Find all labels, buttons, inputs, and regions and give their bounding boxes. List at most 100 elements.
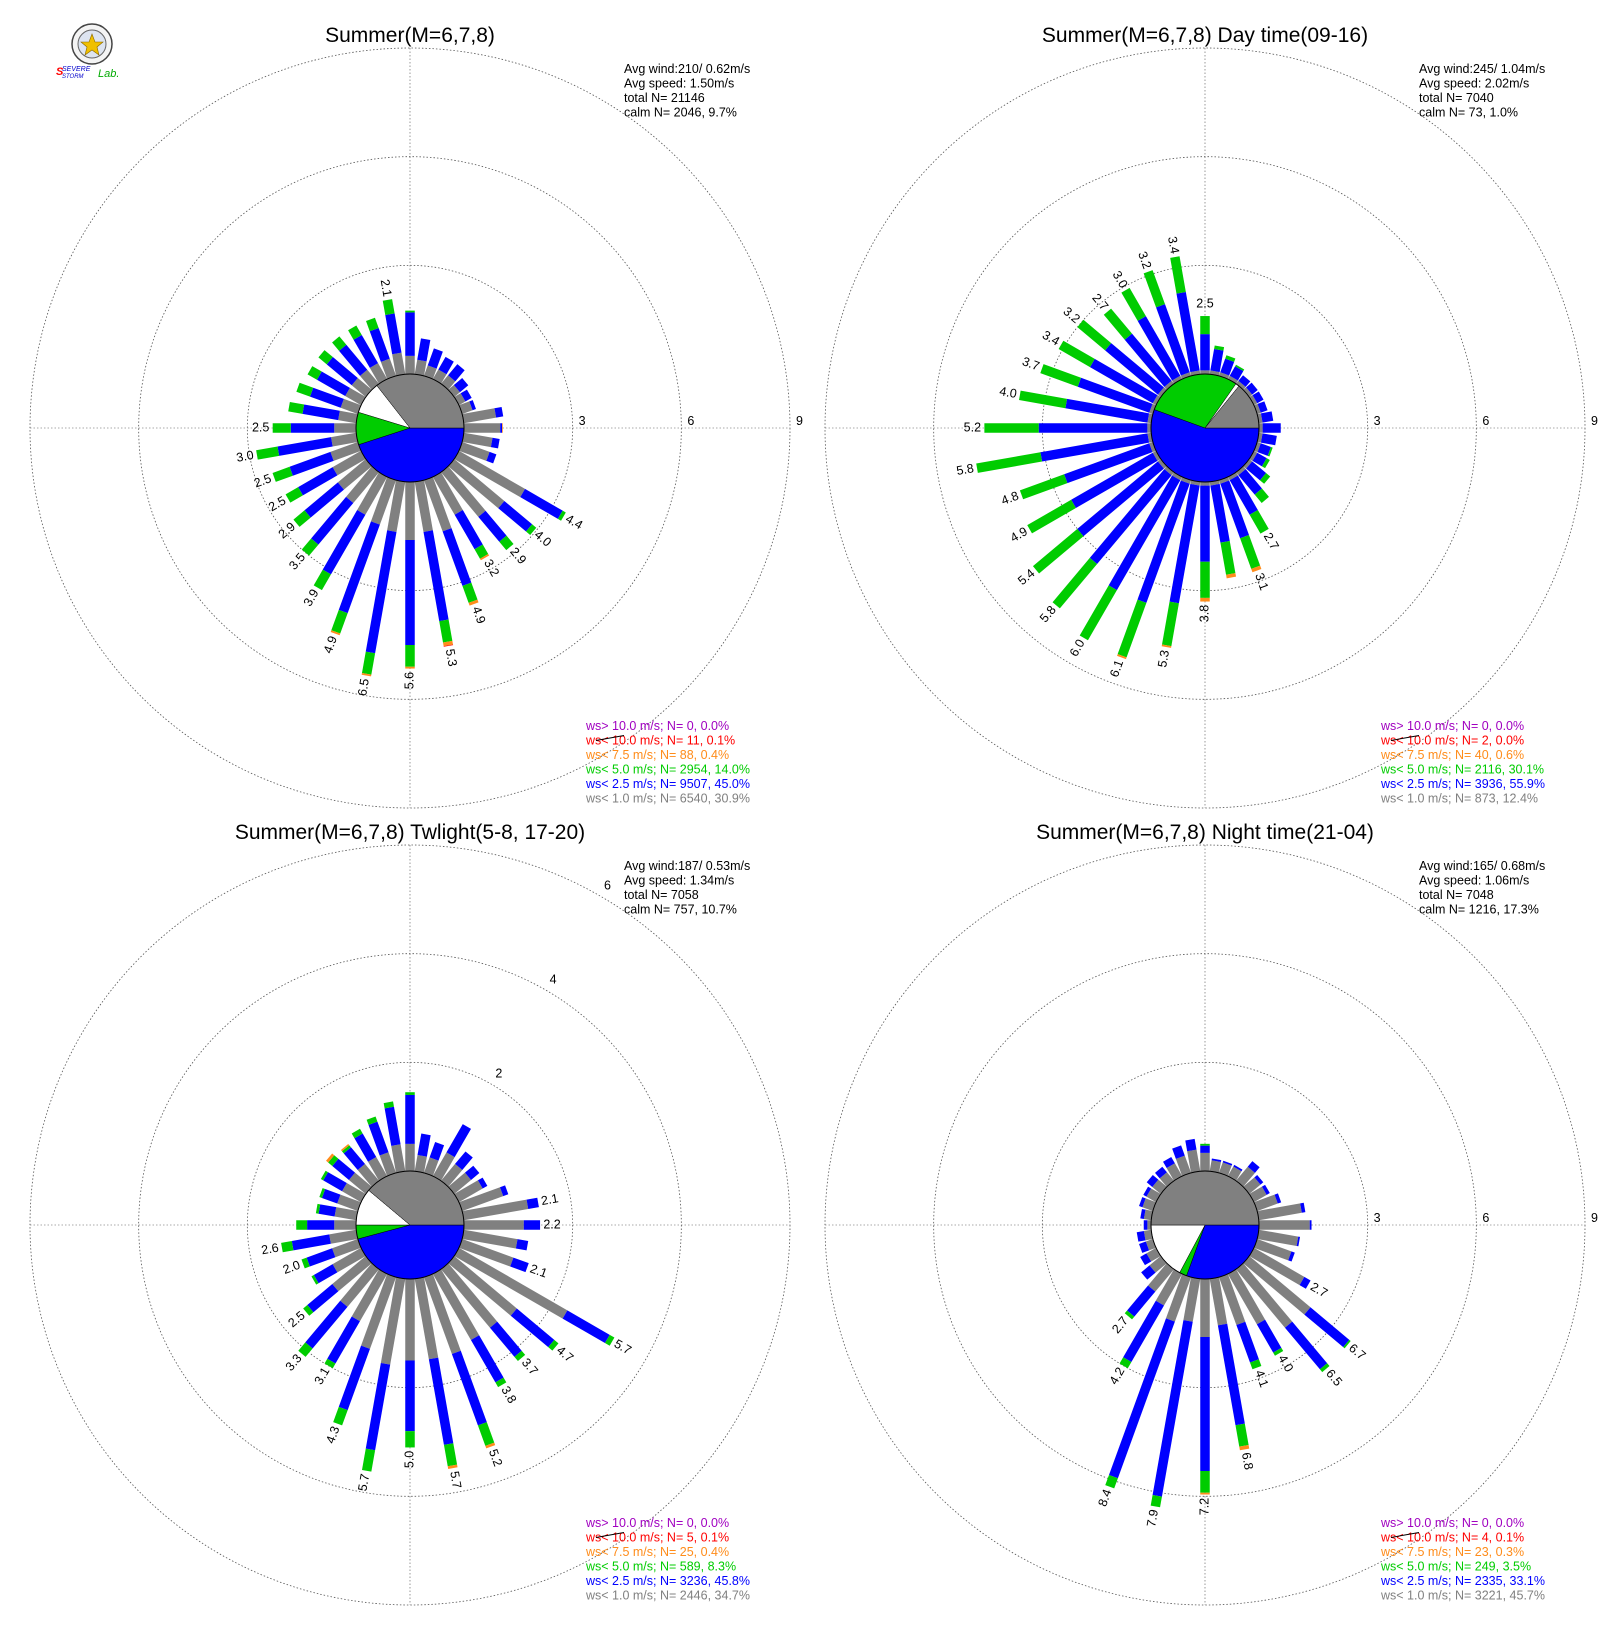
bar-segment-190-lt7_5 [361,672,372,677]
bar-segment-260-lt2_5 [1040,433,1150,462]
bar-segment-280-lt5 [288,401,305,414]
bar-segment-120-lt2_5 [562,1310,610,1344]
bar-segment-180-lt2_5 [405,1360,415,1432]
bar-segment-340-lt2_5 [1172,1145,1185,1159]
bar-label-180: 7.2 [1197,1498,1211,1515]
bar-segment-180-lt1 [1200,1279,1210,1337]
legend-lt1: ws< 1.0 m/s; N= 2446, 34.7% [585,1589,750,1603]
bar-label-160: 4.1 [1252,1368,1271,1389]
bar-segment-210-lt2_5 [1123,1300,1165,1362]
bar-segment-320-lt2_5 [339,344,368,376]
bar-segment-350-lt1 [391,1144,406,1173]
bar-label-180: 5.0 [402,1451,416,1468]
bar-segment-270-lt2_5 [290,423,335,433]
bar-segment-310-lt1 [351,378,372,397]
bar-label-330: 3.0 [1110,268,1131,290]
svg-text:S: S [56,66,64,78]
bar-segment-220-lt1 [340,1263,379,1307]
bar-segment-240-lt5 [285,487,303,503]
bar-segment-320-lt1 [360,369,379,390]
windrose-panel-3: 2 4 6 2.1 2.2 2.1 5.7 4.7 3.73.8 5.2 5.7 5.0 5.7 4.3 3… [29,821,791,1606]
bar-label-270: 5.2 [964,420,981,434]
bar-segment-140-lt2_5 [1284,1321,1328,1370]
bar-segment-90-lt1 [464,423,501,433]
bar-segment-40-lt1 [1236,380,1246,390]
bar-segment-310-lt5 [1077,319,1112,351]
bar-segment-60-lt2_5 [1261,1184,1270,1195]
bar-segment-30-lt1 [432,369,447,384]
stat-avg_speed: Avg speed: 1.34m/s [624,874,734,888]
bar-segment-100-lt2_5 [1296,1236,1301,1247]
bar-segment-230-lt1 [332,1256,372,1292]
bar-segment-90-lt7_5 [502,423,503,433]
bar-segment-60-lt1 [454,393,466,406]
bar-segment-280-lt1 [334,1207,358,1221]
bar-segment-330-lt2_5 [1137,316,1181,381]
bar-segment-180-lt2_5 [1200,485,1210,562]
ring-label: 9 [1591,414,1598,428]
bar-segment-310-lt1 [348,1172,372,1194]
bar-segment-170-lt10 [443,644,454,647]
bar-segment-120-lt1 [1249,1247,1305,1286]
bar-segment-50-lt2_5 [1246,382,1258,395]
bar-segment-340-lt2_5 [369,327,390,362]
bar-segment-140-lt5 [499,535,514,551]
bar-segment-340-lt1 [379,1152,396,1176]
bar-label-130: 6.7 [1346,1341,1368,1363]
ring-label: 6 [687,414,694,428]
ring-label: 6 [604,878,611,892]
bar-segment-170-lt2_5 [1217,1323,1245,1426]
bar-segment-190-lt2_5 [1152,1320,1193,1497]
bar-segment-340-lt5 [366,1116,378,1125]
bar-segment-100-lt1 [1257,1229,1299,1246]
bar-segment-60-lt1 [1249,1186,1267,1203]
bar-segment-130-lt1 [1243,459,1253,469]
bar-segment-120-lt1 [454,450,526,498]
bar-segment-170-lt2_5 [428,1357,454,1445]
bar-segment-200-lt1 [370,477,396,525]
bar-label-140: 2.9 [507,545,529,567]
bar-segment-110-lt1 [1254,1239,1292,1261]
bar-segment-140-lt1 [441,1263,498,1328]
bar-segment-330-lt1 [368,1157,388,1181]
bar-segment-170-lt1 [1209,1277,1228,1326]
bar-segment-190-lt5 [1150,1494,1162,1508]
legend-line [595,1532,625,1538]
bar-segment-140-lt5 [1319,1363,1330,1373]
bar-segment-50-lt2_5 [453,378,469,393]
bar-segment-160-lt1 [1219,477,1230,484]
bar-label-210: 3.9 [301,587,322,609]
bar-segment-230-lt1 [337,459,372,490]
bar-segment-20-lt1 [1219,372,1230,379]
bar-segment-200-lt1 [1165,1274,1191,1322]
bar-segment-120-lt5 [1261,458,1270,469]
bar-segment-290-lt5 [319,1188,326,1198]
bar-label-220: 3.5 [286,550,308,572]
bar-segment-110-lt2_5 [486,451,497,464]
bar-label-190: 5.3 [1155,649,1172,669]
bar-segment-350-lt2_5 [1176,291,1200,373]
bar-segment-90-lt2_5 [1262,423,1281,433]
bar-segment-130-lt1 [448,1256,517,1316]
legend-lt2_5: ws< 2.5 m/s; N= 3936, 55.9% [1380,777,1545,791]
bar-segment-340-lt1 [380,358,396,379]
bar-segment-340-lt2_5 [1156,304,1190,376]
bar-label-110: 2.1 [528,1262,549,1281]
bar-segment-140-lt2_5 [489,1321,522,1357]
bar-segment-310-lt2_5 [326,357,358,386]
bar-segment-120-lt2_5 [1252,452,1267,467]
bar-segment-230-lt5 [303,1304,314,1316]
legend-lt10: ws< 10.0 m/s; N= 4, 0.1% [1380,1531,1524,1545]
windrose-panel-1: 3 6 94.44.02.93.24.95.35.66.54.93.93.52.92… [29,24,803,809]
bar-segment-60-lt2_5 [1252,391,1264,404]
bar-segment-260-lt1 [1143,1229,1153,1241]
bar-segment-10-lt2_5 [417,1133,431,1157]
bar-segment-340-lt2_5 [368,1121,389,1156]
bar-segment-180-lt1 [405,1279,415,1361]
bar-label-160: 3.1 [1252,571,1271,592]
legend-lt2_5: ws< 2.5 m/s; N= 9507, 45.0% [585,777,750,791]
bar-segment-240-lt2_5 [298,467,338,496]
bar-label-280: 4.0 [998,384,1018,401]
bar-label-200: 8.4 [1095,1487,1114,1508]
bar-segment-350-lt2_5 [384,1106,401,1146]
